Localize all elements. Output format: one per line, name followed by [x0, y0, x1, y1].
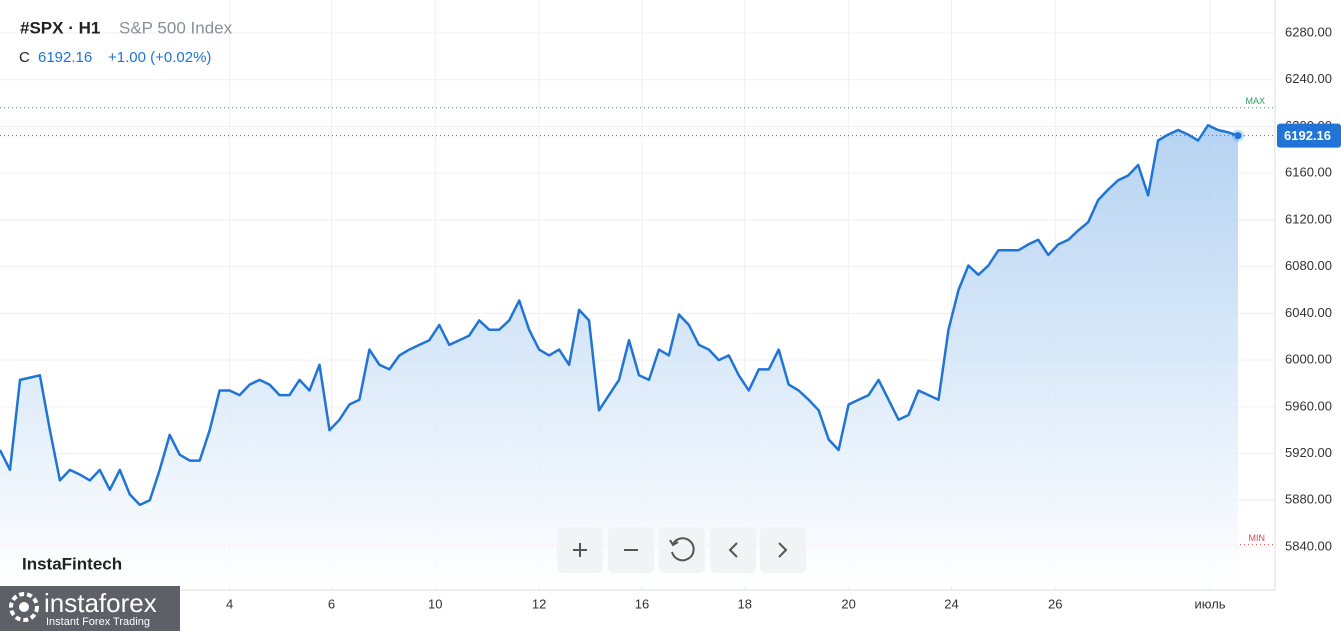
- x-tick-label: 24: [944, 596, 958, 611]
- area: [0, 125, 1238, 587]
- scroll-left-button[interactable]: [710, 527, 756, 573]
- x-tick-label: 6: [328, 596, 335, 611]
- change: +1.00 (+0.02%): [108, 49, 211, 66]
- y-tick-label: 5880.00: [1285, 492, 1332, 507]
- close-value: 6192.16: [38, 49, 92, 66]
- axes: 5840.00 5880.00 5920.00 5960.00 6000.00 6040.…: [226, 24, 1341, 611]
- reset-button[interactable]: [659, 527, 705, 573]
- y-tick-label: 6160.00: [1285, 165, 1332, 180]
- logo-tagline: Instant Forex Trading: [46, 616, 150, 628]
- y-tick-label: 5840.00: [1285, 538, 1332, 553]
- x-tick-label: 26: [1048, 596, 1062, 611]
- y-tick-label: 6080.00: [1285, 258, 1332, 273]
- zoom-controls: [557, 527, 806, 573]
- y-tick-label: 6040.00: [1285, 305, 1332, 320]
- logo-name: instaforex: [44, 588, 157, 618]
- x-tick-label: июль: [1194, 596, 1225, 611]
- x-tick-label: 18: [738, 596, 752, 611]
- price-tag: [1277, 123, 1341, 148]
- zoom-in-button[interactable]: [557, 527, 603, 573]
- logo-icon: [9, 592, 39, 622]
- x-tick-label: 10: [428, 596, 442, 611]
- price-line: [0, 124, 1239, 507]
- x-tick-label: 12: [532, 596, 546, 611]
- y-tick-label: 5920.00: [1285, 445, 1332, 460]
- x-tick-label: 4: [226, 596, 233, 611]
- y-tick-label: 6120.00: [1285, 211, 1332, 226]
- symbol: #SPX · H1: [20, 18, 100, 37]
- index-name: S&P 500 Index: [119, 18, 233, 37]
- price-tag-label: 6192.16: [1284, 128, 1331, 143]
- close-label: C: [19, 49, 30, 66]
- last-point: [1234, 132, 1242, 140]
- ref-line-label: MAX: [1245, 96, 1265, 106]
- y-tick-label: 6000.00: [1285, 352, 1332, 367]
- plot: MAX MIN: [0, 96, 1275, 587]
- scroll-right-button[interactable]: [760, 527, 806, 573]
- y-tick-label: 5960.00: [1285, 398, 1332, 413]
- ref-line-label: MIN: [1249, 533, 1266, 543]
- y-tick-label: 6280.00: [1285, 24, 1332, 39]
- y-tick-label: 6240.00: [1285, 71, 1332, 86]
- logo: instaforex Instant Forex Trading: [0, 586, 180, 631]
- x-tick-label: 20: [841, 596, 855, 611]
- watermark: InstaFintech: [22, 554, 122, 573]
- x-tick-label: 16: [635, 596, 649, 611]
- logo-icon-core: [19, 602, 29, 612]
- zoom-out-button[interactable]: [608, 527, 654, 573]
